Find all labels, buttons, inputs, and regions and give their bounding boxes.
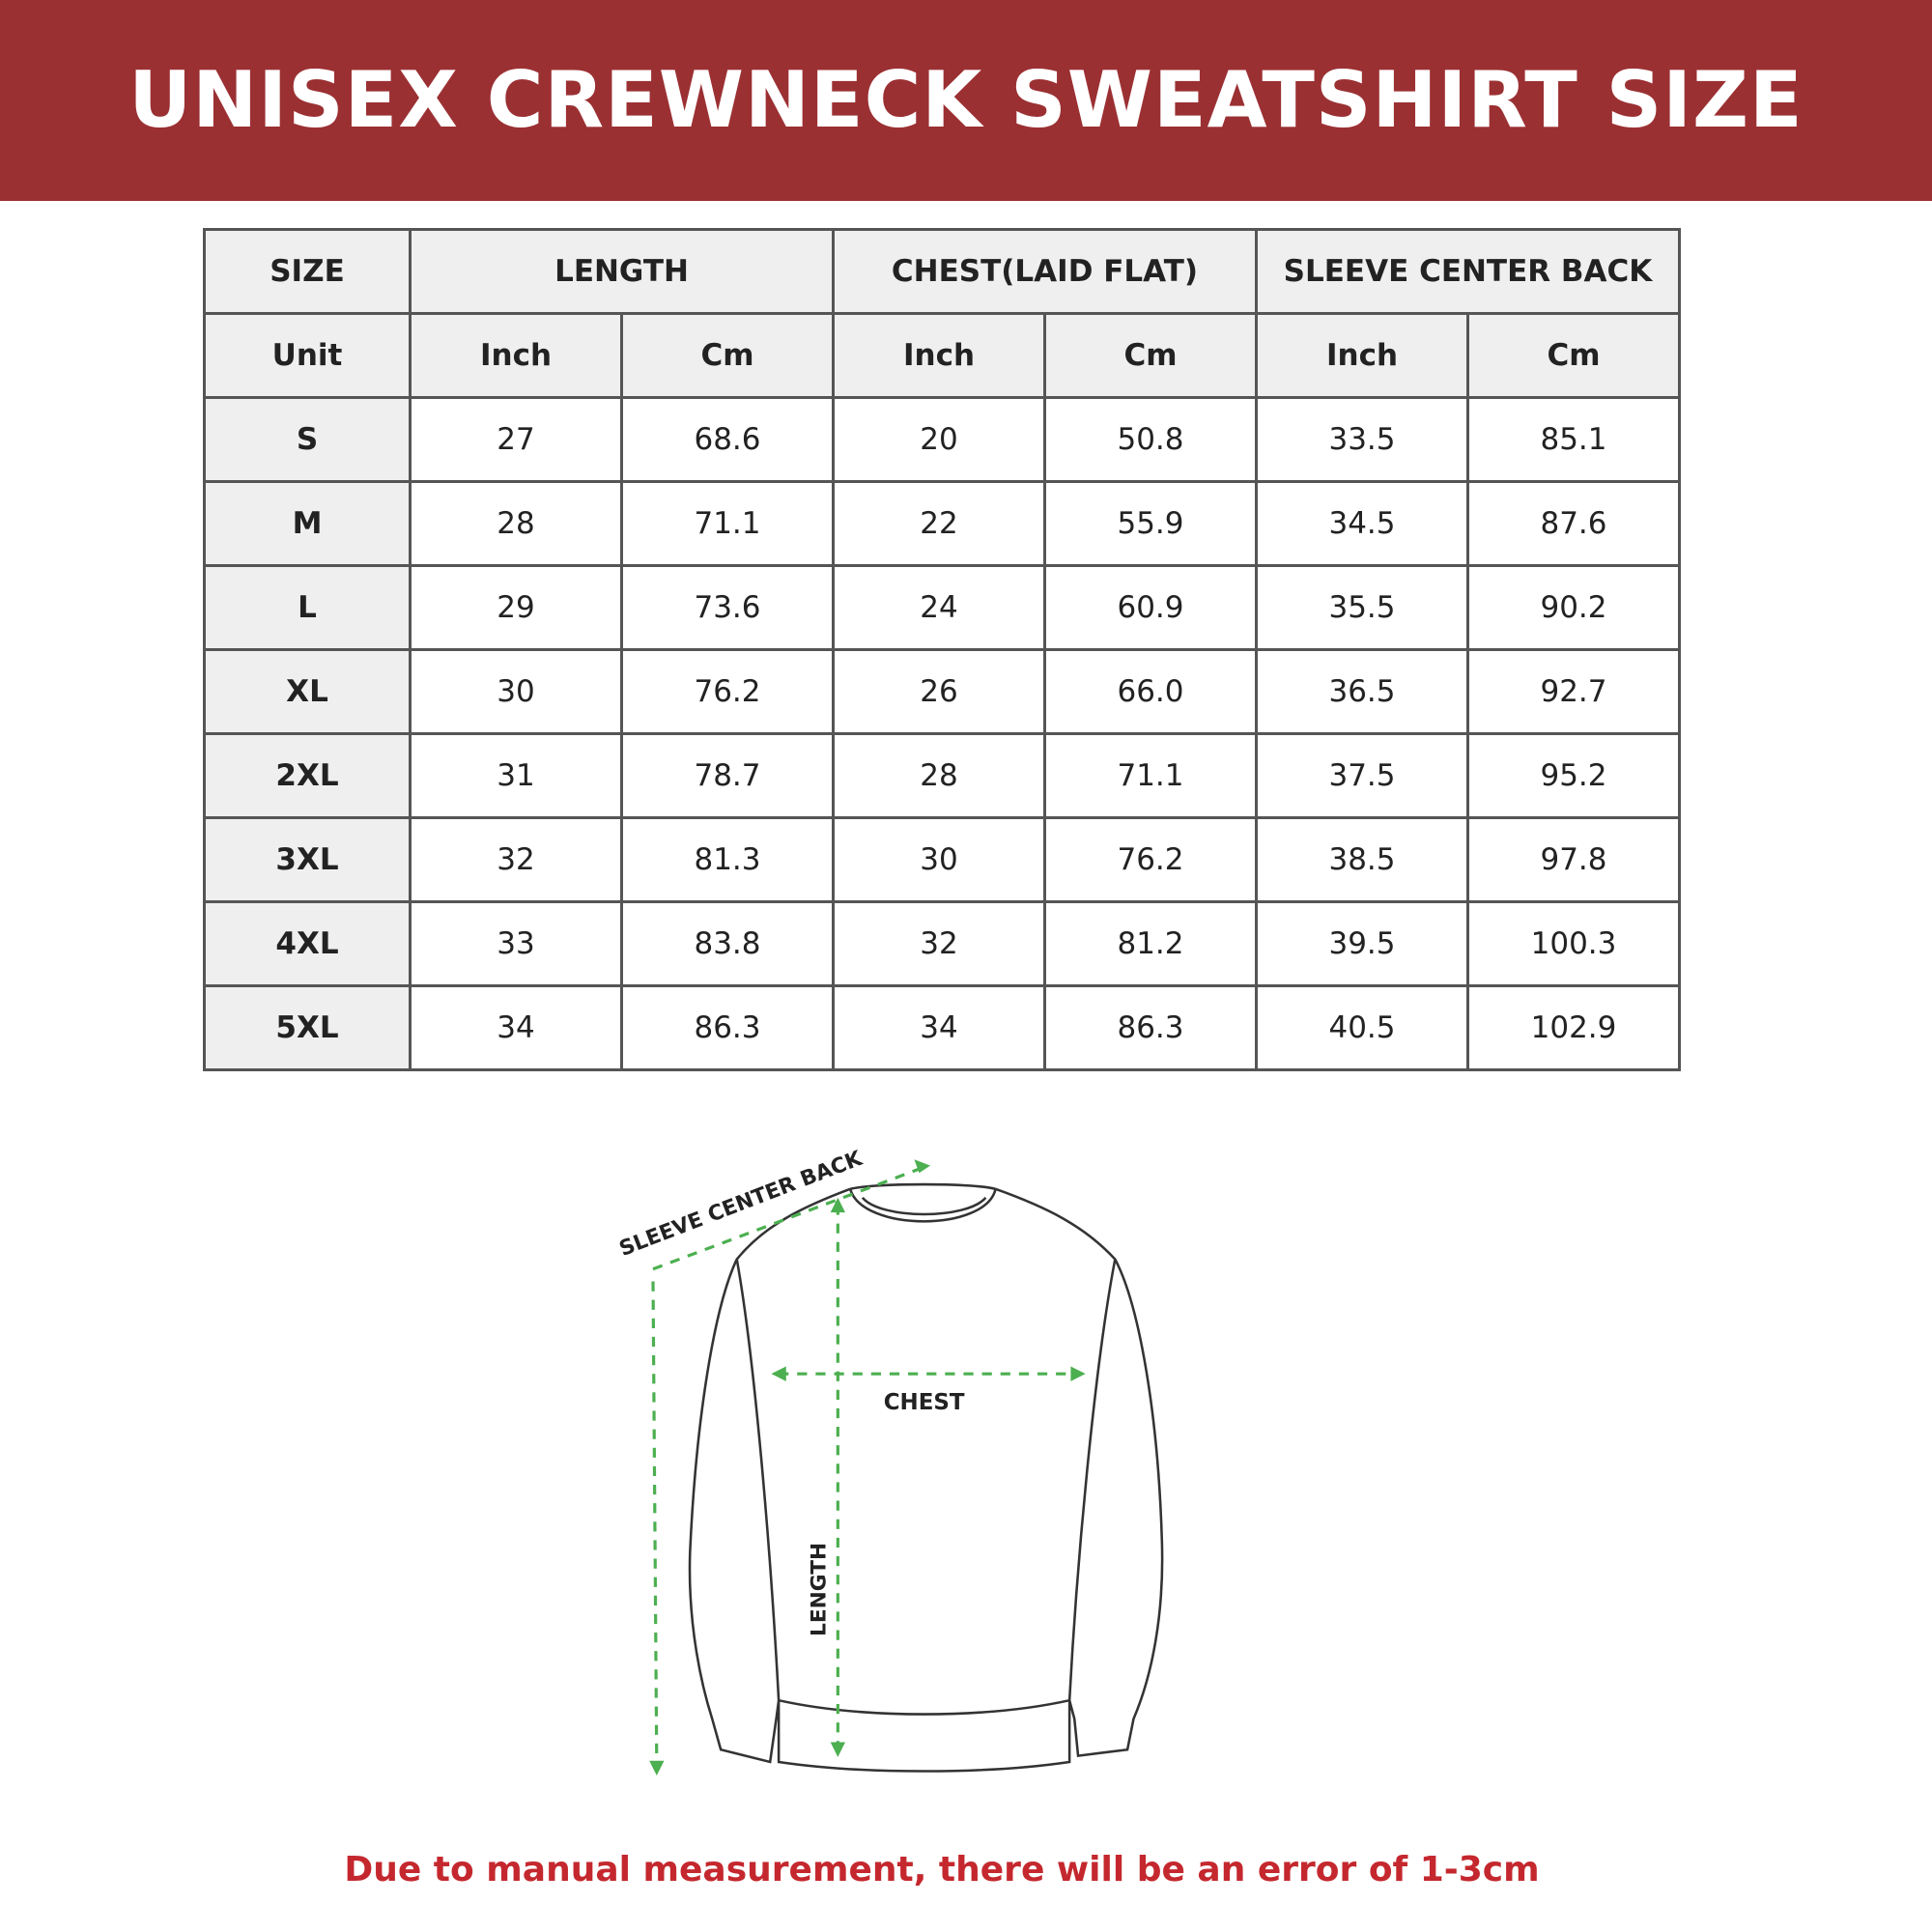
measure-lines: [651, 1166, 1079, 1769]
table-row: SIZE LENGTH CHEST(LAID FLAT) SLEEVE CENTER …: [203, 228, 1681, 315]
chest-label: CHEST: [884, 1390, 965, 1415]
table-cell: CHEST(LAID FLAT): [832, 228, 1258, 315]
table-row: 3XL 32 81.3 30 76.2 38.5 97.8: [203, 816, 1681, 903]
table-cell: M: [203, 480, 412, 567]
table-cell: 102.9: [1466, 984, 1681, 1071]
table-cell: 36.5: [1255, 648, 1469, 735]
table-cell: 71.1: [1043, 732, 1258, 819]
table-cell: 73.6: [620, 564, 835, 651]
arrowheads: [649, 1159, 1086, 1776]
table-row: XL 30 76.2 26 66.0 36.5 92.7: [203, 648, 1681, 735]
table-row: Unit Inch Cm Inch Cm Inch Cm: [203, 312, 1681, 399]
sweatshirt-outline: [688, 1187, 1164, 1773]
table-cell: 55.9: [1043, 480, 1258, 567]
collar: [848, 1182, 997, 1223]
table-cell: 31: [409, 732, 623, 819]
table-cell: 78.7: [620, 732, 835, 819]
table-cell: 81.3: [620, 816, 835, 903]
page-title: UNISEX CREWNECK SWEATSHIRT SIZE CHART: [0, 0, 1932, 346]
table-cell: 83.8: [620, 900, 835, 987]
table-cell: 39.5: [1255, 900, 1469, 987]
table-cell: 3XL: [203, 816, 412, 903]
table-cell: 29: [409, 564, 623, 651]
table-cell: LENGTH: [409, 228, 835, 315]
table-cell: 32: [409, 816, 623, 903]
table-cell: S: [203, 396, 412, 483]
table-cell: Cm: [1466, 312, 1681, 399]
table-cell: 30: [832, 816, 1046, 903]
table-cell: Inch: [832, 312, 1046, 399]
table-row: 5XL 34 86.3 34 86.3 40.5 102.9: [203, 984, 1681, 1071]
table-cell: SLEEVE CENTER BACK: [1255, 228, 1681, 315]
table-cell: 87.6: [1466, 480, 1681, 567]
table-cell: 28: [832, 732, 1046, 819]
table-cell: 32: [832, 900, 1046, 987]
table-cell: 90.2: [1466, 564, 1681, 651]
table-cell: 20: [832, 396, 1046, 483]
table-cell: Inch: [409, 312, 623, 399]
table-cell: Inch: [1255, 312, 1469, 399]
table-cell: 34: [409, 984, 623, 1071]
table-cell: 22: [832, 480, 1046, 567]
table-cell: 66.0: [1043, 648, 1258, 735]
table-cell: 68.6: [620, 396, 835, 483]
table-cell: 24: [832, 564, 1046, 651]
table-cell: 37.5: [1255, 732, 1469, 819]
table-cell: 4XL: [203, 900, 412, 987]
table-cell: 28: [409, 480, 623, 567]
table-cell: 97.8: [1466, 816, 1681, 903]
table-cell: 85.1: [1466, 396, 1681, 483]
footer-note: Due to manual measurement, there will be…: [344, 1850, 1540, 1889]
table-cell: 40.5: [1255, 984, 1469, 1071]
table-cell: 38.5: [1255, 816, 1469, 903]
table-cell: SIZE: [203, 228, 412, 315]
table-cell: 76.2: [1043, 816, 1258, 903]
table-row: S 27 68.6 20 50.8 33.5 85.1: [203, 396, 1681, 483]
size-table: SIZE LENGTH CHEST(LAID FLAT) SLEEVE CENTER …: [203, 228, 1681, 1071]
table-cell: 2XL: [203, 732, 412, 819]
table-cell: 27: [409, 396, 623, 483]
table-cell: 34.5: [1255, 480, 1469, 567]
table-cell: 30: [409, 648, 623, 735]
length-label: LENGTH: [808, 1543, 832, 1636]
table-row: M 28 71.1 22 55.9 34.5 87.6: [203, 480, 1681, 567]
table-cell: 100.3: [1466, 900, 1681, 987]
table-cell: 86.3: [1043, 984, 1258, 1071]
table-cell: 81.2: [1043, 900, 1258, 987]
table-cell: 60.9: [1043, 564, 1258, 651]
table-cell: Cm: [620, 312, 835, 399]
table-cell: 50.8: [1043, 396, 1258, 483]
table-cell: 86.3: [620, 984, 835, 1071]
table-cell: Cm: [1043, 312, 1258, 399]
sleeve-seam: [735, 1259, 1117, 1716]
table-cell: 26: [832, 648, 1046, 735]
table-cell: XL: [203, 648, 412, 735]
table-cell: 76.2: [620, 648, 835, 735]
table-cell: 35.5: [1255, 564, 1469, 651]
table-row: 2XL 31 78.7 28 71.1 37.5 95.2: [203, 732, 1681, 819]
table-row: 4XL 33 83.8 32 81.2 39.5 100.3: [203, 900, 1681, 987]
table-row: L 29 73.6 24 60.9 35.5 90.2: [203, 564, 1681, 651]
table-cell: 5XL: [203, 984, 412, 1071]
table-cell: 95.2: [1466, 732, 1681, 819]
table-cell: L: [203, 564, 412, 651]
table-cell: 33.5: [1255, 396, 1469, 483]
table-cell: 71.1: [620, 480, 835, 567]
table-cell: Unit: [203, 312, 412, 399]
table-cell: 34: [832, 984, 1046, 1071]
table-cell: 92.7: [1466, 648, 1681, 735]
table-cell: 33: [409, 900, 623, 987]
